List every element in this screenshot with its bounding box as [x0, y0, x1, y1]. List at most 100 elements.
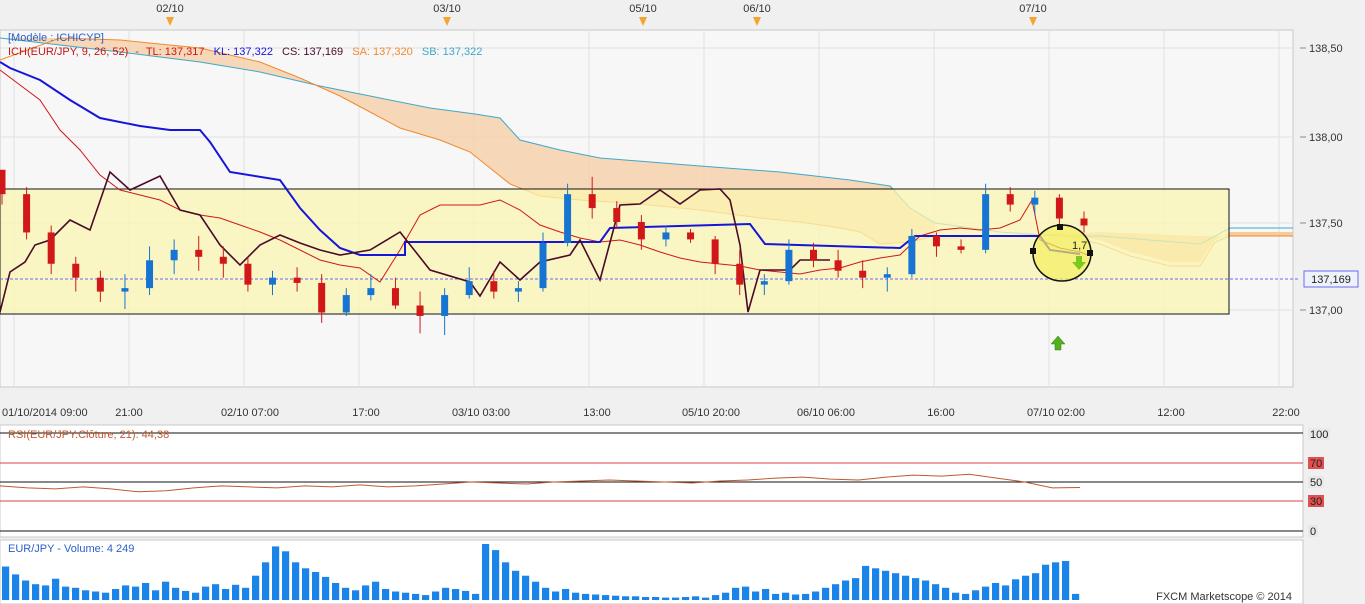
- volume-bar: [232, 584, 240, 600]
- volume-bar: [372, 581, 380, 600]
- volume-bar: [362, 585, 370, 600]
- signal-marker[interactable]: 1,7: [1030, 224, 1093, 351]
- day-marker-icon[interactable]: [166, 17, 174, 26]
- candle-body: [760, 281, 768, 285]
- volume-bar: [422, 595, 430, 600]
- volume-bar: [52, 578, 60, 600]
- rsi-level-text: 50: [1310, 477, 1322, 489]
- candle: [146, 246, 154, 296]
- legend-tenkan: TL: 137,317: [146, 46, 205, 58]
- candle-body: [810, 249, 817, 261]
- candle: [539, 232, 547, 292]
- rsi-level-text: 30: [1310, 496, 1322, 508]
- legend-chikou: CS: 137,169: [282, 46, 343, 58]
- candle-body: [465, 281, 473, 296]
- volume-bar: [412, 593, 420, 600]
- candle: [121, 274, 129, 309]
- candle-body: [859, 270, 867, 278]
- day-marker-icon[interactable]: [639, 17, 647, 26]
- volume-bar: [42, 585, 50, 600]
- volume-bar: [222, 589, 230, 600]
- rsi-level-text: 70: [1310, 458, 1322, 470]
- volume-bar: [2, 566, 10, 600]
- candle: [219, 246, 227, 278]
- volume-bar: [562, 589, 570, 600]
- top-date-label: 03/10: [433, 3, 461, 15]
- volume-bar: [762, 589, 770, 600]
- candle-body: [391, 288, 399, 306]
- volume-bar: [452, 589, 460, 600]
- volume-bar: [32, 584, 40, 600]
- volume-bar: [162, 581, 170, 600]
- volume-bar: [962, 593, 970, 600]
- candle-body: [269, 277, 276, 285]
- candle-body: [23, 194, 31, 233]
- volume-bar: [822, 587, 830, 600]
- volume-bar: [642, 597, 650, 600]
- volume-bar: [912, 578, 920, 600]
- top-date-label: 07/10: [1019, 3, 1047, 15]
- volume-bar: [832, 584, 840, 600]
- candle-body: [539, 242, 547, 289]
- volume-bar: [792, 594, 800, 600]
- volume-bar: [352, 590, 360, 600]
- volume-bar: [742, 586, 750, 600]
- candle: [1006, 187, 1014, 212]
- rsi-panel[interactable]: RSI(EUR/JPY.Clôture, 21): 44,38 100 70 5…: [0, 424, 1330, 538]
- candle-body: [96, 277, 104, 292]
- candle-body: [146, 260, 154, 289]
- volume-bar: [682, 597, 690, 600]
- volume-bar: [992, 583, 1000, 600]
- volume-bar: [82, 590, 90, 600]
- buy-arrow-icon[interactable]: [1050, 335, 1066, 351]
- volume-bar: [582, 593, 590, 600]
- volume-bar: [262, 562, 270, 600]
- candle: [564, 183, 572, 247]
- watermark: FXCM Marketscope © 2014: [1156, 591, 1292, 603]
- candle-body: [1080, 218, 1088, 226]
- price-panel[interactable]: 1,7 [Modèle : ICHICYP] ICH(EUR/JPY, 9, 2…: [0, 29, 1300, 388]
- candle: [588, 176, 596, 219]
- candle: [662, 225, 670, 247]
- volume-bar: [282, 551, 290, 600]
- volume-bar: [132, 586, 140, 600]
- candle: [367, 274, 375, 301]
- volume-bar: [1042, 564, 1050, 600]
- selection-handle-icon[interactable]: [1087, 250, 1093, 256]
- legend-senkou-a: SA: 137,320: [352, 46, 413, 58]
- time-label: 12:00: [1157, 407, 1185, 419]
- model-label: [Modèle : ICHICYP]: [8, 32, 104, 44]
- volume-bar: [472, 593, 480, 600]
- volume-panel[interactable]: EUR/JPY - Volume: 4 249 FXCM Marketscope…: [0, 539, 1304, 604]
- day-marker-icon[interactable]: [1029, 17, 1037, 26]
- day-marker-icon[interactable]: [753, 17, 761, 26]
- candle: [293, 267, 301, 292]
- volume-bar: [172, 587, 180, 600]
- candle-body: [72, 263, 80, 278]
- candle: [883, 267, 891, 292]
- volume-bar: [772, 593, 780, 600]
- volume-bar: [192, 592, 200, 600]
- volume-bar: [802, 593, 810, 600]
- volume-bar: [62, 586, 70, 600]
- selection-handle-icon[interactable]: [1057, 224, 1063, 230]
- volume-bar: [552, 591, 560, 600]
- volume-bar: [612, 595, 620, 600]
- volume-bar: [652, 597, 660, 600]
- candle-body: [0, 169, 6, 195]
- rsi-level-text: 0: [1310, 526, 1316, 538]
- candle: [785, 239, 793, 285]
- volume-bar: [1062, 561, 1070, 600]
- volume-bar: [1032, 573, 1040, 600]
- selection-handle-icon[interactable]: [1030, 248, 1036, 254]
- legend-senkou-b: SB: 137,322: [422, 46, 483, 58]
- day-marker-icon[interactable]: [443, 17, 451, 26]
- candle: [514, 281, 522, 303]
- volume-bar: [332, 583, 340, 600]
- candle-body: [293, 277, 301, 283]
- volume-bar: [672, 597, 680, 600]
- volume-bar: [812, 591, 820, 600]
- candle: [711, 235, 719, 275]
- candle-body: [711, 239, 719, 264]
- time-label: 13:00: [583, 407, 611, 419]
